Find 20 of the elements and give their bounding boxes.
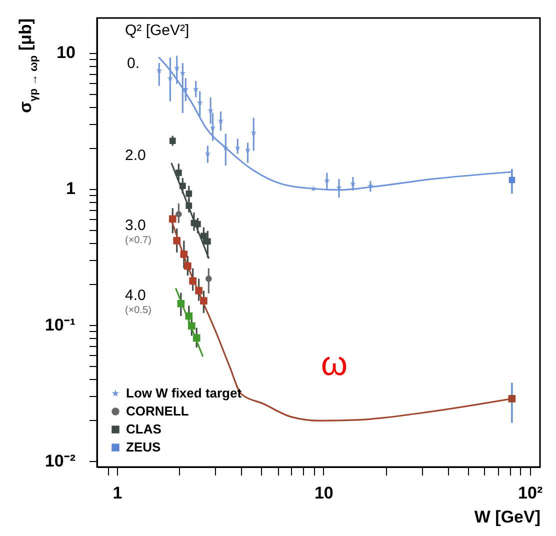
annotation: 3.0 <box>125 217 146 234</box>
annotation: 0. <box>127 55 140 72</box>
y-tick-label: 10⁻² <box>44 451 76 470</box>
annotation: 4.0 <box>125 287 146 304</box>
y-tick-label: 10 <box>56 43 76 62</box>
legend-label: CORNELL <box>126 404 189 418</box>
annotation: (×0.7) <box>125 235 152 246</box>
annotation: 2.0 <box>125 147 146 164</box>
y-tick-label: 10⁻¹ <box>44 315 76 334</box>
legend-label: CLAS <box>126 422 162 436</box>
legend-label: ZEUS <box>126 440 161 454</box>
x-tick-label: 10² <box>518 484 543 502</box>
x-tick-label: 1 <box>112 484 122 502</box>
x-tick-label: 10 <box>314 484 334 502</box>
annotation: Q² [GeV²] <box>125 22 190 39</box>
x-axis-title: W [GeV] <box>474 508 540 526</box>
y-tick-label: 1 <box>66 179 76 198</box>
annotation: ω <box>321 345 348 383</box>
legend-label: Low W fixed target <box>126 386 242 400</box>
annotation: (×0.5) <box>125 305 152 316</box>
